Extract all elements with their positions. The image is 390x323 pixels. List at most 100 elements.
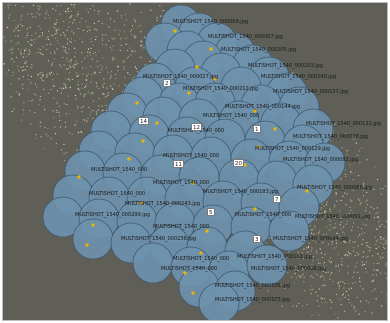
point-cloud-dot [84, 94, 86, 96]
point-cloud-dot [59, 120, 61, 122]
point-cloud-dot [68, 21, 70, 23]
camera-center-dot [183, 271, 187, 275]
point-cloud-dot [107, 92, 109, 94]
point-cloud-dot [86, 83, 88, 85]
point-cloud-dot [334, 204, 336, 206]
point-cloud-dot [47, 36, 49, 38]
point-cloud-dot [109, 46, 111, 48]
point-cloud-dot [384, 247, 386, 249]
point-cloud-dot [22, 56, 24, 58]
point-cloud-dot [350, 171, 352, 173]
point-cloud-dot [358, 313, 360, 315]
point-cloud-dot [331, 235, 333, 237]
point-cloud-dot [377, 211, 379, 213]
point-cloud-dot [356, 262, 358, 264]
marker-badge[interactable]: 2 [163, 79, 171, 87]
point-cloud-dot [314, 225, 316, 227]
3d-viewport[interactable]: MULTISHOT_1540_000069.jpg MULTISHOT_1540… [2, 2, 388, 321]
point-cloud-dot [373, 269, 375, 271]
marker-badge[interactable]: 11 [173, 160, 184, 168]
point-cloud-dot [351, 305, 353, 307]
point-cloud-dot [363, 185, 365, 187]
point-cloud-dot [382, 252, 384, 254]
point-cloud-dot [340, 178, 342, 180]
point-cloud-dot [67, 68, 69, 70]
point-cloud-dot [23, 69, 25, 71]
point-cloud-dot [80, 131, 82, 133]
point-cloud-dot [41, 71, 43, 73]
point-cloud-dot [66, 151, 68, 153]
point-cloud-dot [342, 231, 344, 233]
point-cloud-dot [75, 98, 77, 100]
point-cloud-dot [47, 127, 49, 129]
point-cloud-dot [381, 291, 383, 293]
point-cloud-dot [338, 287, 340, 289]
point-cloud-dot [363, 264, 365, 266]
point-cloud-dot [24, 69, 26, 71]
point-cloud-dot [381, 305, 383, 307]
point-cloud-dot [90, 29, 92, 31]
marker-badge[interactable]: 14 [138, 117, 149, 125]
point-cloud-dot [10, 83, 12, 85]
point-cloud-dot [54, 33, 56, 35]
point-cloud-dot [36, 137, 38, 139]
point-cloud-dot [366, 257, 368, 259]
point-cloud-dot [70, 41, 72, 43]
point-cloud-dot [353, 136, 355, 138]
camera-disc[interactable] [246, 244, 288, 286]
point-cloud-dot [90, 47, 92, 49]
camera-disc[interactable] [198, 282, 240, 321]
camera-label: MULTISHOT_1540_000091.jpg [295, 214, 370, 220]
point-cloud-dot [353, 138, 355, 140]
point-cloud-dot [316, 300, 318, 302]
point-cloud-dot [90, 111, 92, 113]
point-cloud-dot [78, 89, 80, 91]
marker-badge[interactable]: 1 [253, 125, 261, 133]
point-cloud-dot [68, 72, 70, 74]
camera-disc[interactable] [132, 242, 174, 284]
marker-badge[interactable]: 5 [207, 208, 215, 216]
point-cloud-dot [350, 287, 352, 289]
point-cloud-dot [329, 208, 331, 210]
point-cloud-dot [43, 148, 45, 150]
point-cloud-dot [357, 226, 359, 228]
point-cloud-dot [10, 40, 12, 42]
point-cloud-dot [86, 75, 88, 77]
point-cloud-dot [104, 96, 106, 98]
point-cloud-dot [12, 71, 14, 73]
camera-disc[interactable] [268, 210, 310, 252]
camera-label: MULTISHOT_1540_000098.jpg [251, 266, 326, 272]
point-cloud-dot [11, 49, 13, 51]
point-cloud-dot [96, 60, 98, 62]
point-cloud-dot [344, 241, 346, 243]
marker-badge[interactable]: 3 [253, 235, 261, 243]
point-cloud-dot [124, 13, 126, 15]
point-cloud-dot [24, 49, 26, 51]
point-cloud-dot [24, 63, 26, 65]
point-cloud-dot [331, 227, 333, 229]
point-cloud-dot [37, 74, 39, 76]
point-cloud-dot [96, 86, 98, 88]
point-cloud-dot [363, 223, 365, 225]
point-cloud-dot [112, 57, 114, 59]
point-cloud-dot [376, 248, 378, 250]
point-cloud-dot [318, 232, 320, 234]
marker-badge[interactable]: 20 [233, 159, 244, 167]
point-cloud-dot [311, 263, 313, 265]
point-cloud-dot [348, 241, 350, 243]
point-cloud-dot [344, 283, 346, 285]
point-cloud-dot [77, 80, 79, 82]
point-cloud-dot [68, 132, 70, 134]
camera-center-dot [85, 243, 89, 247]
point-cloud-dot [20, 119, 22, 121]
point-cloud-dot [22, 6, 24, 8]
point-cloud-dot [347, 294, 349, 296]
point-cloud-dot [11, 74, 13, 76]
point-cloud-dot [92, 5, 94, 7]
point-cloud-dot [74, 47, 76, 49]
point-cloud-dot [65, 126, 67, 128]
point-cloud-dot [366, 191, 368, 193]
marker-badge[interactable]: 7 [273, 195, 281, 203]
marker-badge[interactable]: 12 [191, 123, 202, 131]
point-cloud-dot [85, 20, 87, 22]
